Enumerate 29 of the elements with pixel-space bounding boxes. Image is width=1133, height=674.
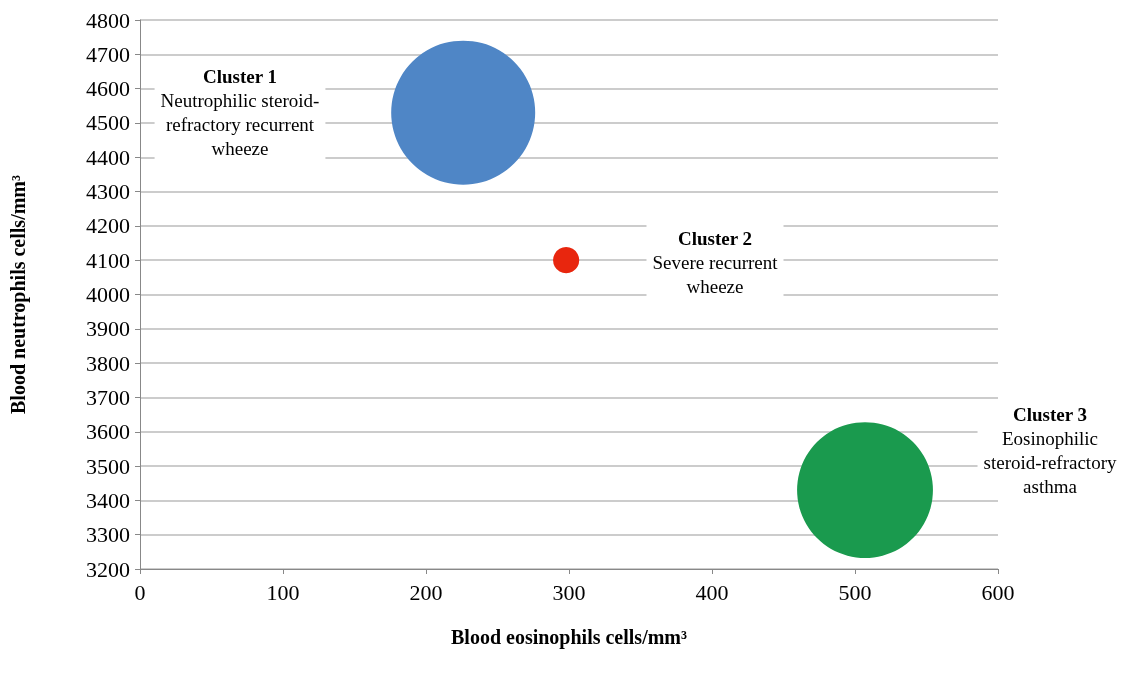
y-tick-label: 3200 <box>86 556 130 582</box>
y-tick-label: 4300 <box>86 179 130 205</box>
y-tick-label: 4800 <box>86 7 130 33</box>
x-tick-label: 300 <box>552 579 586 605</box>
y-tick-label: 4000 <box>86 282 130 307</box>
y-tick-label: 3700 <box>86 384 130 410</box>
y-tick-label: 3900 <box>86 316 130 342</box>
annotation: Cluster 3 Eosinophilic steroid-refractory asthma <box>983 403 1117 497</box>
y-tick-label: 3400 <box>86 487 130 513</box>
y-tick-label: 4100 <box>86 247 130 273</box>
x-tick-label: 100 <box>266 579 300 605</box>
annotation: Cluster 1 Neutrophilic steroid- refractory recurrent wheeze <box>160 65 320 159</box>
y-tick-label: 3500 <box>86 453 130 479</box>
y-tick-label: 3300 <box>86 522 130 548</box>
x-axis-title: Blood eosinophils cells/mm³ <box>450 626 688 649</box>
y-tick-label: 3800 <box>86 350 130 376</box>
x-tick-label: 200 <box>409 579 443 605</box>
y-tick-label: 4700 <box>86 41 130 67</box>
y-tick-label: 4500 <box>86 110 130 136</box>
x-tick-label: 500 <box>838 579 872 605</box>
x-tick-label: 400 <box>695 579 729 605</box>
y-tick-label: 3600 <box>86 419 130 445</box>
x-tick-label: 600 <box>981 579 1015 605</box>
y-tick-label: 4400 <box>86 144 130 170</box>
y-tick-label: 4200 <box>86 213 130 239</box>
y-axis-title: Blood neutrophils cells/mm³ <box>7 175 30 414</box>
x-tick-label: 0 <box>134 579 146 605</box>
y-tick-label: 4600 <box>86 76 130 102</box>
annotation: Cluster 2 Severe recurrent wheeze <box>652 227 779 297</box>
